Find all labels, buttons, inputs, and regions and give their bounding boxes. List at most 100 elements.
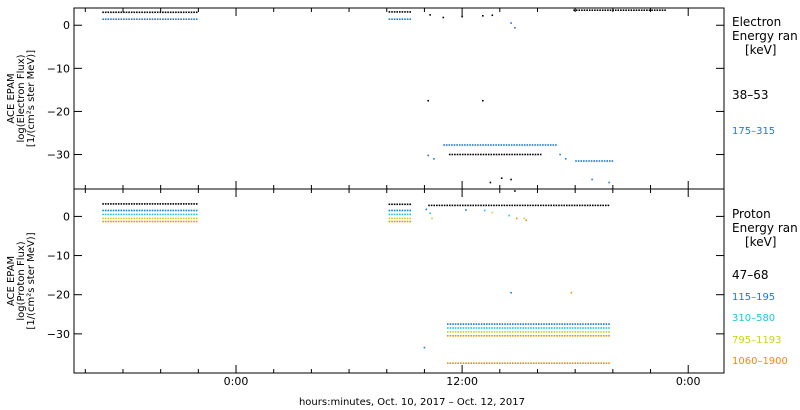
data-point <box>509 323 511 325</box>
data-point <box>574 362 576 364</box>
data-point <box>120 11 123 14</box>
data-point <box>564 331 566 333</box>
data-point <box>180 213 182 216</box>
data-point <box>483 323 485 325</box>
data-point <box>409 11 411 13</box>
proton-legend-entry: 795–1193 <box>732 335 782 346</box>
plot-frames <box>73 7 725 374</box>
data-point <box>138 220 141 223</box>
data-point <box>579 204 581 207</box>
data-point <box>564 335 566 337</box>
data-point <box>608 362 610 364</box>
data-point <box>597 327 600 329</box>
data-point <box>117 217 120 220</box>
data-point <box>462 323 465 325</box>
data-point <box>519 335 522 337</box>
data-point <box>146 18 149 20</box>
data-point <box>190 209 193 212</box>
data-point <box>540 204 542 207</box>
data-point <box>190 220 193 223</box>
data-point <box>605 323 608 325</box>
data-point <box>146 220 149 223</box>
data-point <box>588 160 590 162</box>
data-point <box>560 204 563 207</box>
electron-series-175-315 <box>102 18 614 184</box>
data-point <box>480 327 483 329</box>
data-point <box>535 323 537 325</box>
data-point <box>537 204 539 207</box>
data-point <box>104 220 107 223</box>
data-point <box>177 18 180 20</box>
data-point <box>587 323 589 325</box>
data-point <box>584 335 587 337</box>
data-point <box>454 204 456 207</box>
data-point <box>467 331 470 333</box>
data-point <box>388 213 391 216</box>
data-point <box>606 160 608 162</box>
data-point <box>590 331 592 333</box>
data-point <box>617 9 620 11</box>
data-point <box>151 203 154 205</box>
data-point <box>611 160 614 162</box>
data-point <box>117 18 120 20</box>
data-point <box>469 153 472 156</box>
data-point <box>167 213 169 216</box>
data-point <box>175 203 177 205</box>
data-point <box>471 144 474 146</box>
data-point <box>487 153 490 156</box>
data-point <box>461 15 463 18</box>
data-point <box>138 217 141 220</box>
data-point <box>393 220 396 223</box>
data-point <box>190 203 193 205</box>
data-point <box>508 144 510 146</box>
data-point <box>182 217 185 220</box>
data-point <box>441 204 443 207</box>
electron-legend-entry: 175–315 <box>732 126 775 137</box>
data-point <box>586 204 589 207</box>
data-point <box>406 11 409 13</box>
electron-ytick-label: −30 <box>47 149 70 162</box>
data-point <box>522 335 524 337</box>
data-point <box>553 327 556 329</box>
data-point <box>193 203 195 205</box>
data-point <box>547 204 550 207</box>
data-point <box>162 213 164 216</box>
data-point <box>659 9 661 11</box>
data-point <box>503 153 506 156</box>
data-point <box>512 335 514 337</box>
data-point <box>138 11 141 14</box>
data-point <box>472 153 474 156</box>
data-point <box>454 153 456 156</box>
data-point <box>123 18 125 20</box>
data-point <box>542 144 544 146</box>
data-point <box>608 335 610 337</box>
data-point <box>486 362 488 364</box>
data-point <box>388 203 391 206</box>
data-point <box>583 160 585 162</box>
data-point <box>449 204 451 207</box>
data-point <box>545 327 548 329</box>
data-point <box>492 144 495 146</box>
data-point <box>401 220 404 223</box>
data-point <box>525 335 527 337</box>
data-point <box>120 18 123 20</box>
data-point <box>517 323 519 325</box>
data-point <box>125 217 128 220</box>
data-point <box>499 327 501 329</box>
data-point <box>193 217 195 220</box>
data-point <box>625 9 627 11</box>
data-point <box>592 335 595 337</box>
data-point <box>490 153 493 156</box>
data-point <box>162 203 164 205</box>
proton-legend-entry: 1060–1900 <box>732 356 788 367</box>
data-point <box>393 203 396 206</box>
data-point <box>128 213 130 216</box>
data-point <box>592 204 594 207</box>
data-point <box>175 213 177 216</box>
data-point <box>566 323 569 325</box>
data-point <box>603 327 605 329</box>
data-point <box>423 346 426 349</box>
data-point <box>141 217 143 220</box>
data-point <box>457 331 459 333</box>
data-point <box>473 331 475 333</box>
